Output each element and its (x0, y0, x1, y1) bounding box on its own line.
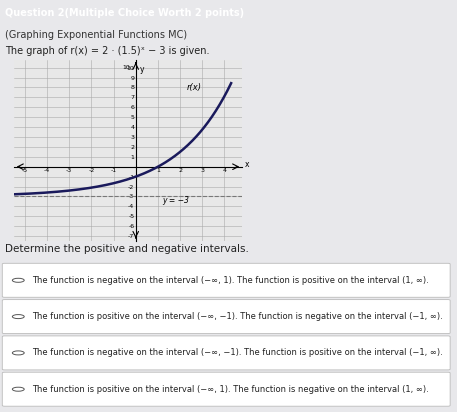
Text: y = −3: y = −3 (162, 197, 189, 205)
Circle shape (12, 387, 24, 391)
Text: r(x): r(x) (187, 83, 202, 92)
Circle shape (12, 315, 24, 318)
Text: The function is negative on the interval (−∞, −1). The function is positive on t: The function is negative on the interval… (32, 349, 443, 357)
Text: The function is positive on the interval (−∞, −1). The function is negative on t: The function is positive on the interval… (32, 312, 443, 321)
Text: The function is positive on the interval (−∞, 1). The function is negative on th: The function is positive on the interval… (32, 385, 429, 394)
Text: y: y (140, 65, 145, 74)
Text: The graph of r(x) = 2 · (1.5)ˣ − 3 is given.: The graph of r(x) = 2 · (1.5)ˣ − 3 is gi… (5, 47, 209, 56)
Circle shape (12, 278, 24, 282)
Text: The function is negative on the interval (−∞, 1). The function is positive on th: The function is negative on the interval… (32, 276, 429, 285)
Text: (Graphing Exponential Functions MC): (Graphing Exponential Functions MC) (5, 30, 187, 40)
FancyBboxPatch shape (2, 263, 450, 297)
Text: Question 2(Multiple Choice Worth 2 points): Question 2(Multiple Choice Worth 2 point… (5, 8, 244, 19)
Text: 10: 10 (122, 65, 130, 70)
FancyBboxPatch shape (2, 336, 450, 370)
FancyBboxPatch shape (2, 300, 450, 334)
Text: Determine the positive and negative intervals.: Determine the positive and negative inte… (5, 244, 249, 254)
Text: x: x (244, 160, 249, 169)
Circle shape (12, 351, 24, 355)
FancyBboxPatch shape (2, 372, 450, 406)
